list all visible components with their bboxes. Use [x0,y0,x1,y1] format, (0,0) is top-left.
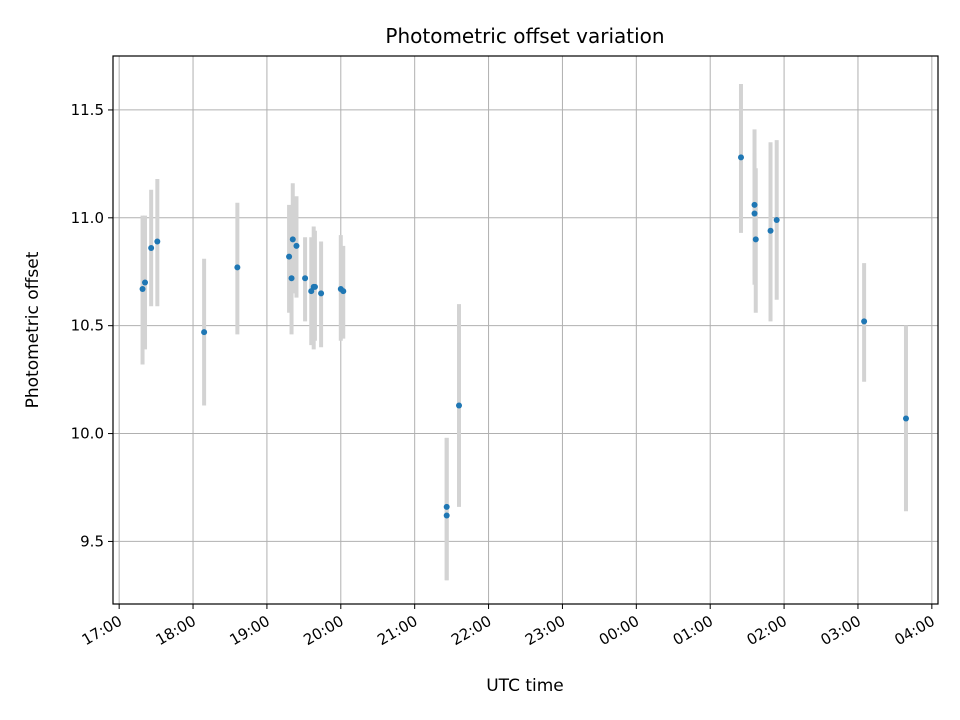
data-point [154,238,161,245]
data-point [773,216,780,223]
data-point [286,253,293,260]
data-point [201,329,208,336]
data-point [289,236,296,243]
y-tick-label: 10.0 [71,425,104,443]
y-tick-label: 9.5 [80,532,104,550]
data-point [456,402,463,409]
data-point [139,286,146,293]
data-point [751,201,758,208]
data-point [752,236,759,243]
data-point [302,275,309,282]
data-point [443,512,450,519]
data-point [751,210,758,217]
y-tick-label: 11.5 [71,101,104,119]
data-point [142,279,149,286]
y-tick-label: 10.5 [71,317,104,335]
data-point [902,415,909,422]
data-point [340,288,347,295]
plot-frame [112,55,939,605]
grid [113,56,938,604]
data-point [737,154,744,161]
data-point [443,503,450,510]
x-axis-title: UTC time [486,676,564,696]
data-point [234,264,241,271]
chart-title: Photometric offset variation [385,24,664,48]
data-points [139,154,909,519]
data-point [148,245,155,252]
data-point [861,318,868,325]
data-point [767,227,774,234]
y-tick-label: 11.0 [71,209,104,227]
data-point [318,290,325,297]
data-point [293,242,300,249]
y-axis-title: Photometric offset [23,251,43,408]
data-point [311,283,318,290]
data-point [288,275,295,282]
